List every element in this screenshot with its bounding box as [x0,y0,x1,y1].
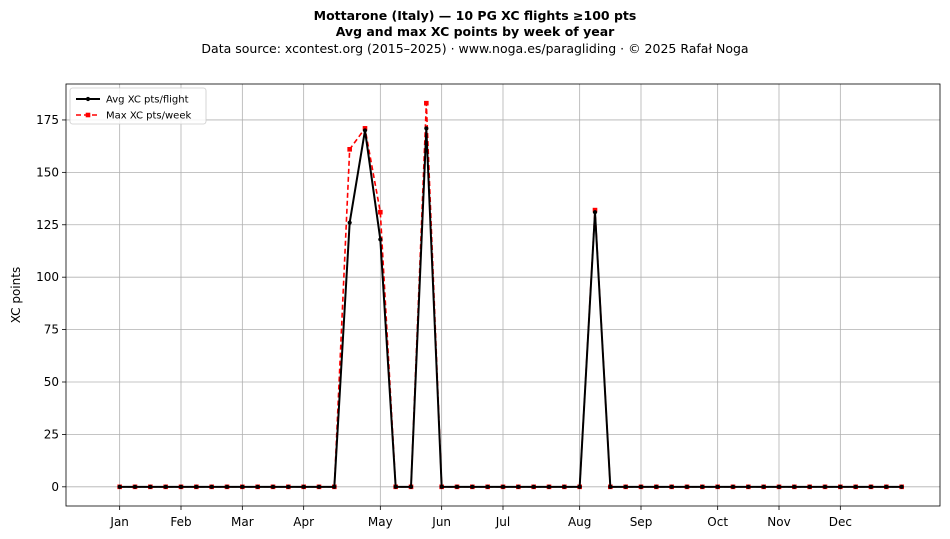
data-point [332,484,337,489]
legend-swatch-marker [85,112,91,118]
data-point [899,484,904,489]
y-tick-label: 25 [44,427,59,441]
x-tick-label: Dec [829,515,852,529]
data-point [148,484,153,489]
data-point [347,220,352,225]
chart-source-note: Data source: xcontest.org (2015–2025) · … [201,41,749,56]
series-layer [117,100,904,490]
x-tick-label: Apr [293,515,314,529]
x-axis-ticks: Jan Feb Mar Apr May Jun Jul Aug Sep Oct Nov Dec [109,506,852,529]
data-point [577,484,582,489]
data-point [378,209,383,215]
data-point [669,484,674,489]
y-axis-ticks: 0 25 50 75 100 125 150 175 [36,113,66,494]
x-tick-label: Jun [431,515,451,529]
data-point [408,484,414,489]
data-point [868,484,874,489]
x-tick-label: Jul [495,515,510,529]
y-axis-label: XC points [9,267,23,323]
data-point [884,484,889,489]
series-line [119,102,902,488]
x-tick-label: Oct [707,515,728,529]
data-point [209,484,214,489]
data-point [592,210,598,215]
chart-subtitle: Avg and max XC points by week of year [335,24,615,39]
x-tick-label: Aug [568,515,591,529]
data-point [255,484,260,489]
data-point [654,484,659,489]
x-tick-label: Nov [767,515,790,529]
data-point [546,484,552,489]
data-point [746,484,751,489]
legend: Avg XC pts/flight Max XC pts/week [69,87,207,125]
chart-title: Mottarone (Italy) — 10 PG XC flights ≥10… [313,8,637,23]
data-point [562,484,567,489]
chart-title-block: Mottarone (Italy) — 10 PG XC flights ≥10… [0,8,950,57]
data-point [132,484,138,489]
data-point [347,147,352,152]
data-point [270,484,276,489]
data-point [838,484,843,489]
data-point [684,484,690,489]
data-point [163,484,168,489]
data-point [623,484,628,489]
data-point [454,484,460,489]
legend-label: Max XC pts/week [106,111,191,122]
data-point [638,484,644,489]
data-point [822,484,828,489]
series-line [119,127,902,488]
legend-swatch-marker [85,96,91,102]
y-tick-label: 125 [36,218,59,232]
data-point [500,484,506,489]
data-point [776,484,782,489]
data-point [178,484,184,489]
data-point [470,484,475,489]
data-point [117,484,122,489]
data-point [761,484,766,489]
series-avg [117,126,904,489]
data-point [730,484,736,489]
data-point [378,237,383,242]
x-tick-label: Feb [170,515,191,529]
data-point [316,484,322,489]
data-point [393,484,398,489]
y-tick-label: 150 [36,165,59,179]
data-point [807,484,812,489]
data-point [194,484,199,489]
data-point [700,484,705,489]
data-point [424,126,429,131]
y-tick-label: 100 [36,270,59,284]
y-tick-label: 0 [51,480,59,494]
data-point [792,484,797,489]
data-point [424,100,429,106]
data-point [439,484,444,489]
data-point [531,484,536,489]
x-tick-label: May [368,515,393,529]
y-tick-label: 175 [36,113,59,127]
data-point [516,484,521,489]
series-max [117,100,904,490]
legend-label: Avg XC pts/flight [106,95,189,106]
x-tick-label: Mar [231,515,254,529]
data-point [608,484,613,489]
x-tick-label: Sep [630,515,653,529]
legend-box [69,87,207,125]
y-tick-label: 50 [44,375,59,389]
x-tick-label: Jan [109,515,129,529]
data-point [301,484,306,489]
data-point [240,484,245,489]
grid-lines [66,84,940,506]
data-point [362,128,368,133]
y-tick-label: 75 [44,323,59,337]
data-point [286,484,291,489]
data-point [224,484,230,489]
data-point [485,484,490,489]
data-point [715,484,720,489]
data-point [853,484,858,489]
